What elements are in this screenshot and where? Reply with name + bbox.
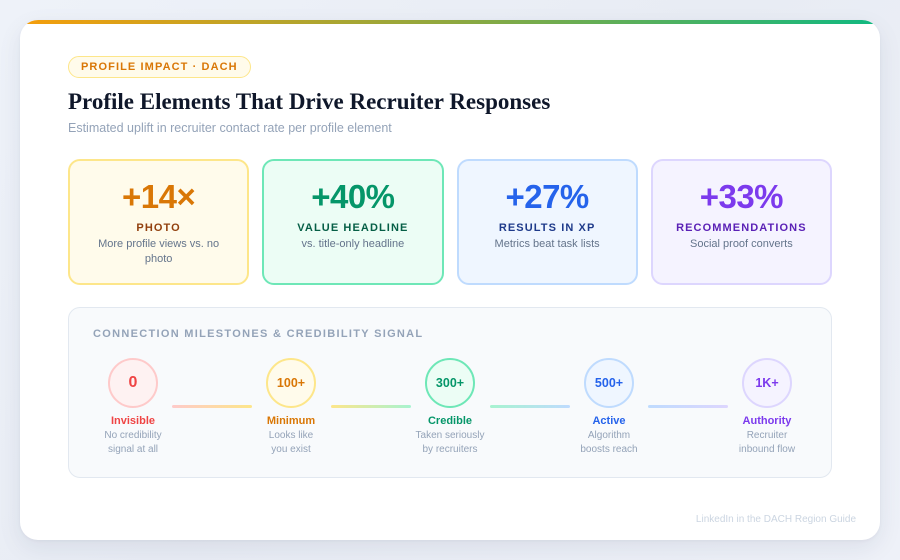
stat-value: +14× [122, 178, 196, 215]
milestone-minimum: 100+ Minimum Looks like you exist [236, 358, 346, 457]
source-footer: LinkedIn in the DACH Region Guide [695, 514, 856, 525]
milestone-description: Looks like you exist [236, 429, 346, 457]
stat-card-value-headline: +40% VALUE HEADLINE vs. title-only headl… [262, 159, 444, 285]
category-badge: PROFILE IMPACT · DACH [68, 56, 251, 78]
milestone-credible: 300+ Credible Taken seriously by recruit… [395, 358, 505, 457]
milestone-description-line: Looks like [268, 430, 314, 441]
milestone-connector [331, 405, 411, 408]
stat-description: Social proof converts [690, 238, 793, 250]
milestone-active: 500+ Active Algorithm boosts reach [554, 358, 664, 457]
stat-card-results-in-xp: +27% RESULTS IN XP Metrics beat task lis… [456, 159, 638, 285]
milestone-name: Active [592, 415, 626, 427]
milestone-connector [648, 405, 728, 408]
milestone-description-line: Recruiter [746, 430, 788, 441]
stat-label: RECOMMENDATIONS [676, 222, 807, 234]
milestone-description-line: Taken seriously [415, 430, 485, 441]
stat-label: VALUE HEADLINE [297, 222, 409, 234]
milestone-name: Authority [742, 415, 792, 427]
milestones-title: CONNECTION MILESTONES & CREDIBILITY SIGN… [93, 328, 424, 340]
milestone-description: No credibility signal at all [78, 429, 188, 457]
stat-value: +40% [311, 178, 395, 215]
milestone-description-line: No credibility [104, 430, 162, 441]
milestone-connector [172, 405, 252, 408]
milestone-authority: 1K+ Authority Recruiter inbound flow [712, 358, 822, 457]
milestone-description-line: boosts reach [580, 444, 638, 455]
stat-card-recommendations: +33% RECOMMENDATIONS Social proof conver… [650, 159, 832, 285]
milestone-description-line: Algorithm [587, 430, 631, 441]
milestone-description: Algorithm boosts reach [554, 429, 664, 457]
milestone-name: Credible [427, 415, 472, 427]
infographic-card: PROFILE IMPACT · DACH Profile Elements T… [20, 20, 880, 540]
stat-label: PHOTO [136, 222, 181, 234]
milestone-description: Recruiter inbound flow [712, 429, 822, 457]
stat-description: More profile views vs. no photo [98, 238, 220, 265]
page-subtitle: Estimated uplift in recruiter contact ra… [68, 121, 392, 135]
accent-gradient-bar [20, 20, 880, 24]
milestone-count-circle: 0 [108, 358, 158, 408]
stat-description: vs. title-only headline [301, 238, 405, 250]
milestone-count-circle: 500+ [584, 358, 634, 408]
stat-value: +33% [699, 178, 784, 215]
connection-milestones-panel: CONNECTION MILESTONES & CREDIBILITY SIGN… [68, 307, 832, 478]
stat-description: Metrics beat task lists [494, 238, 600, 250]
milestone-name: Minimum [266, 415, 316, 427]
milestone-count-circle: 100+ [266, 358, 316, 408]
page-title: Profile Elements That Drive Recruiter Re… [68, 89, 551, 114]
stat-cards: +14× PHOTO More profile views vs. no pho… [68, 159, 832, 285]
stat-card-photo: +14× PHOTO More profile views vs. no pho… [68, 159, 250, 285]
milestone-description-line: you exist [271, 444, 311, 455]
milestone-connector [490, 405, 570, 408]
stat-value: +27% [505, 178, 589, 215]
milestone-description: Taken seriously by recruiters [395, 429, 505, 457]
milestone-description-line: inbound flow [738, 444, 796, 455]
milestone-count-circle: 300+ [425, 358, 475, 408]
milestone-name: Invisible [110, 415, 156, 427]
milestone-count-circle: 1K+ [742, 358, 792, 408]
stat-label: RESULTS IN XP [498, 222, 596, 234]
milestone-description-line: signal at all [107, 444, 159, 455]
milestone-invisible: 0 Invisible No credibility signal at all [78, 358, 188, 457]
milestone-description-line: by recruiters [422, 444, 478, 455]
